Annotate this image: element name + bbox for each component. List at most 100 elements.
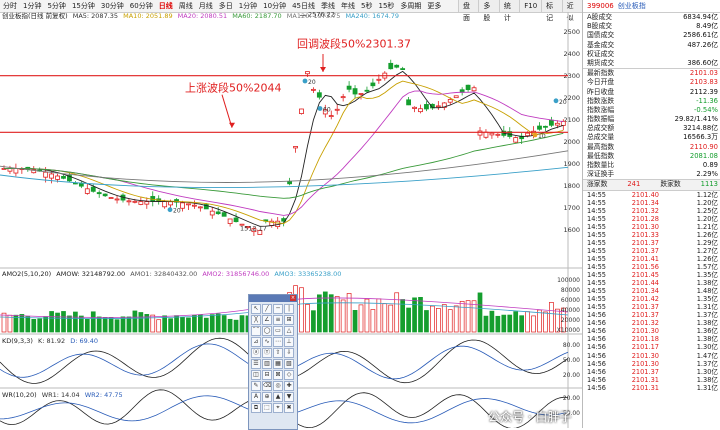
volume-bar bbox=[477, 292, 483, 333]
draw-tool-icon[interactable]: ▼ bbox=[284, 392, 294, 402]
low-label: 1512.17 bbox=[240, 224, 267, 232]
volume-bar bbox=[203, 317, 209, 333]
candle-body bbox=[233, 217, 239, 223]
right-tab[interactable]: 近似 bbox=[563, 0, 583, 22]
draw-tool-icon[interactable]: │ bbox=[284, 304, 294, 314]
draw-tool-icon[interactable]: ⇩ bbox=[284, 348, 294, 358]
draw-tool-icon[interactable]: ⓐ bbox=[251, 348, 261, 358]
right-tab[interactable]: 多股 bbox=[479, 0, 500, 22]
tick-row: 14:55 2101.34 1.48亿 bbox=[583, 287, 720, 295]
draw-tool-icon[interactable]: ✎ bbox=[251, 381, 261, 391]
panel-header: 399006 创业板指 bbox=[583, 0, 720, 13]
volume-bar bbox=[102, 317, 108, 333]
period-tab[interactable]: 10分钟 bbox=[263, 2, 287, 10]
volume-bar bbox=[49, 311, 54, 333]
draw-tool-icon[interactable]: ⊟ bbox=[262, 370, 272, 380]
period-tab[interactable]: 日线 bbox=[158, 2, 173, 10]
draw-tool-icon[interactable]: ✚ bbox=[284, 381, 294, 391]
draw-tool-icon[interactable]: ▦ bbox=[273, 359, 283, 369]
draw-tool-icon[interactable]: ◎ bbox=[273, 381, 283, 391]
draw-tool-icon[interactable]: ▲ bbox=[273, 392, 283, 402]
stat-value: -11.36 bbox=[696, 96, 718, 105]
draw-tool-icon[interactable]: ◇ bbox=[284, 370, 294, 380]
draw-tool-icon[interactable]: Ⓣ bbox=[262, 348, 272, 358]
wr1-value: WR1: 14.04 bbox=[41, 391, 80, 399]
period-tab[interactable]: 周线 bbox=[178, 2, 193, 10]
period-tab[interactable]: 60分钟 bbox=[129, 2, 153, 10]
period-tab[interactable]: 多周期 bbox=[400, 2, 422, 10]
tick-price: 2101.37 bbox=[631, 303, 659, 312]
volume-bar bbox=[162, 315, 167, 333]
candle-body bbox=[215, 211, 221, 215]
draw-tool-icon[interactable]: △ bbox=[284, 326, 294, 336]
draw-tool-icon[interactable]: ⊕ bbox=[262, 392, 272, 402]
draw-tool-icon[interactable]: ✖ bbox=[284, 403, 294, 413]
draw-tool-icon[interactable]: ⌫ bbox=[262, 381, 272, 391]
volume-bar bbox=[537, 309, 542, 333]
draw-tool-icon[interactable]: ⌒ bbox=[251, 326, 261, 336]
period-tab[interactable]: 30分钟 bbox=[100, 2, 124, 10]
tick-time: 14:55 bbox=[587, 190, 607, 199]
period-tab[interactable]: 5秒 bbox=[361, 2, 373, 10]
draw-tool-icon[interactable]: ⧉ bbox=[251, 403, 261, 413]
period-tab[interactable]: 月线 bbox=[198, 2, 213, 10]
tick-time: 14:55 bbox=[587, 271, 607, 280]
draw-tool-icon[interactable]: ⊿ bbox=[251, 337, 261, 347]
draw-tool-icon[interactable]: ↖ bbox=[251, 304, 261, 314]
draw-tool-icon[interactable]: ∠ bbox=[262, 315, 272, 325]
draw-tool-icon[interactable]: ◯ bbox=[262, 326, 272, 336]
period-tab[interactable]: 5分钟 bbox=[47, 2, 66, 10]
signal-marker-icon bbox=[553, 98, 559, 104]
kline-header: 创业板指(日线 前复权) MA5: 2087.35 MA10: 2051.89 … bbox=[2, 12, 402, 21]
price-tick-label: 1800 bbox=[563, 182, 580, 190]
period-tab[interactable]: 15秒 bbox=[378, 2, 395, 10]
draw-tool-icon[interactable]: A bbox=[251, 392, 261, 402]
right-tab[interactable]: 统计 bbox=[500, 0, 521, 22]
period-tab[interactable]: 1分钟 bbox=[23, 2, 42, 10]
tick-row: 14:56 2101.17 1.30亿 bbox=[583, 343, 720, 351]
draw-tool-icon[interactable]: ⇧ bbox=[273, 348, 283, 358]
draw-tool-icon[interactable]: ▧ bbox=[284, 359, 294, 369]
period-tab[interactable]: 多日 bbox=[218, 2, 233, 10]
period-tab[interactable]: 季线 bbox=[321, 2, 336, 10]
period-tab[interactable]: 分时 bbox=[3, 2, 17, 10]
tick-list[interactable]: 14:55 2101.40 1.12亿 14:55 2101.34 1.20亿 14:55 2… bbox=[583, 189, 720, 392]
tick-time: 14:55 bbox=[587, 295, 607, 304]
candle-body bbox=[287, 181, 293, 185]
draw-tool-icon[interactable]: ◫ bbox=[251, 370, 261, 380]
volume-bar bbox=[340, 299, 346, 333]
tick-row: 14:56 2101.31 1.31亿 bbox=[583, 384, 720, 392]
draw-tool-icon[interactable]: ─ bbox=[273, 304, 283, 314]
palette-titlebar[interactable] bbox=[249, 295, 297, 302]
draw-tool-icon[interactable]: ╳ bbox=[251, 315, 261, 325]
right-tab[interactable]: 盘面 bbox=[459, 0, 480, 22]
amo3-value: AMO3: 33365238.00 bbox=[274, 270, 342, 278]
draw-tool-icon[interactable]: ⊞ bbox=[284, 315, 294, 325]
period-tab[interactable]: 更多 bbox=[427, 2, 442, 10]
draw-tool-icon[interactable]: ⋯ bbox=[273, 337, 283, 347]
palette-close-icon[interactable]: × bbox=[290, 295, 296, 301]
draw-tool-icon[interactable]: ▭ bbox=[273, 326, 283, 336]
draw-tool-icon[interactable]: ⬚ bbox=[262, 403, 272, 413]
draw-tool-icon[interactable]: ⌖ bbox=[273, 403, 283, 413]
period-tab[interactable]: 年线 bbox=[341, 2, 356, 10]
draw-tool-icon[interactable]: ⊥ bbox=[284, 337, 294, 347]
draw-tool-icon[interactable]: ☰ bbox=[251, 359, 261, 369]
kline-chart-svg[interactable]: 2500 2400 2300 2200 2100 2000 1900 1800 1700 1600… bbox=[0, 12, 582, 428]
drawing-tool-palette[interactable]: × ↖ ╱ ─ │ ╳ ∠ ≡ ⊞ ⌒ ◯ ▭ △ ⊿ ∿ ⋯ ⊥ ⓐ Ⓣ ⇧ ⇩ ☰ ▥ ▦ ▧ ◫ ⊟ ⊠ ◇ ✎ ⌫ ◎ ✚ A ⊕ ▲ ▼ ⧉ ⬚… bbox=[248, 294, 298, 430]
right-tab[interactable]: 标记 bbox=[542, 0, 563, 22]
uptrend-label: 上涨波段50%2044 bbox=[185, 80, 281, 94]
volume-bar bbox=[120, 316, 126, 333]
chart-area[interactable]: 创业板指(日线 前复权) MA5: 2087.35 MA10: 2051.89 … bbox=[0, 12, 582, 428]
draw-tool-icon[interactable]: ▥ bbox=[262, 359, 272, 369]
draw-tool-icon[interactable]: ⊠ bbox=[273, 370, 283, 380]
draw-tool-icon[interactable]: ∿ bbox=[262, 337, 272, 347]
stat-value: -0.54% bbox=[693, 105, 718, 114]
right-tab[interactable]: F10 bbox=[520, 0, 543, 12]
draw-tool-icon[interactable]: ≡ bbox=[273, 315, 283, 325]
candle-body bbox=[114, 198, 120, 201]
period-tab[interactable]: 45日线 bbox=[292, 2, 316, 10]
draw-tool-icon[interactable]: ╱ bbox=[262, 304, 272, 314]
period-tab[interactable]: 15分钟 bbox=[71, 2, 95, 10]
period-tab[interactable]: 1分钟 bbox=[238, 2, 258, 10]
